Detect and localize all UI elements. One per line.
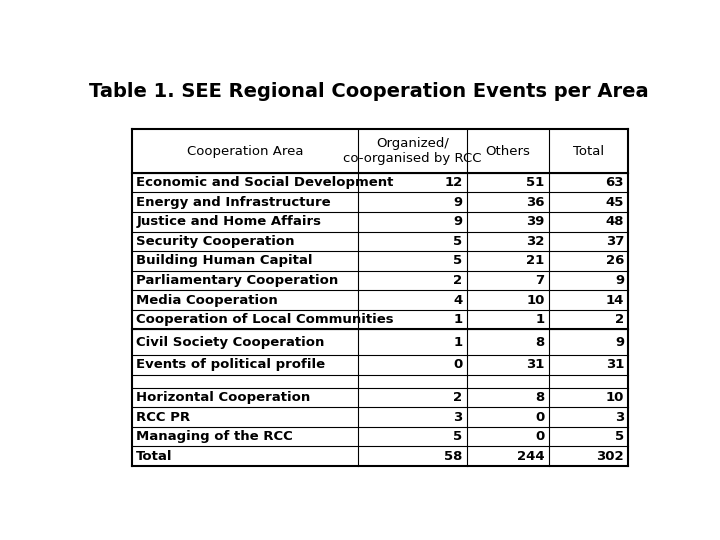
Text: Total: Total: [573, 145, 604, 158]
Text: 2: 2: [615, 313, 624, 326]
Text: 31: 31: [526, 359, 544, 372]
Text: 12: 12: [444, 176, 463, 189]
Text: Energy and Infrastructure: Energy and Infrastructure: [136, 196, 331, 209]
Text: 9: 9: [454, 196, 463, 209]
Text: Economic and Social Development: Economic and Social Development: [136, 176, 394, 189]
Text: Others: Others: [485, 145, 531, 158]
Text: 32: 32: [526, 235, 544, 248]
Text: 1: 1: [454, 336, 463, 349]
Text: Media Cooperation: Media Cooperation: [136, 294, 278, 307]
Text: Security Cooperation: Security Cooperation: [136, 235, 294, 248]
Text: 4: 4: [454, 294, 463, 307]
Text: Table 1. SEE Regional Cooperation Events per Area: Table 1. SEE Regional Cooperation Events…: [89, 82, 649, 102]
Text: 5: 5: [615, 430, 624, 443]
Text: 7: 7: [536, 274, 544, 287]
Text: Events of political profile: Events of political profile: [136, 359, 325, 372]
Text: 8: 8: [535, 336, 544, 349]
Text: 244: 244: [517, 450, 544, 463]
Text: 58: 58: [444, 450, 463, 463]
Text: 3: 3: [454, 410, 463, 423]
Text: 2: 2: [454, 274, 463, 287]
Text: Horizontal Cooperation: Horizontal Cooperation: [136, 391, 310, 404]
Text: 45: 45: [606, 196, 624, 209]
Text: 21: 21: [526, 254, 544, 267]
Text: 5: 5: [454, 235, 463, 248]
Text: 5: 5: [454, 430, 463, 443]
Text: 63: 63: [606, 176, 624, 189]
Text: 2: 2: [454, 391, 463, 404]
Text: 51: 51: [526, 176, 544, 189]
Text: Cooperation Area: Cooperation Area: [186, 145, 303, 158]
Text: 1: 1: [536, 313, 544, 326]
Text: 0: 0: [454, 359, 463, 372]
Text: 31: 31: [606, 359, 624, 372]
Text: 48: 48: [606, 215, 624, 228]
Text: Managing of the RCC: Managing of the RCC: [136, 430, 293, 443]
Text: 39: 39: [526, 215, 544, 228]
Text: 9: 9: [615, 274, 624, 287]
Text: RCC PR: RCC PR: [136, 410, 190, 423]
Text: 3: 3: [615, 410, 624, 423]
Text: 36: 36: [526, 196, 544, 209]
Text: Justice and Home Affairs: Justice and Home Affairs: [136, 215, 321, 228]
Text: 10: 10: [606, 391, 624, 404]
Text: Civil Society Cooperation: Civil Society Cooperation: [136, 336, 325, 349]
Text: Cooperation of Local Communities: Cooperation of Local Communities: [136, 313, 394, 326]
Text: 8: 8: [535, 391, 544, 404]
Text: 302: 302: [596, 450, 624, 463]
Text: Organized/
co-organised by RCC: Organized/ co-organised by RCC: [343, 137, 482, 165]
Text: Building Human Capital: Building Human Capital: [136, 254, 312, 267]
Text: 10: 10: [526, 294, 544, 307]
Text: 26: 26: [606, 254, 624, 267]
Text: 5: 5: [454, 254, 463, 267]
Text: Total: Total: [136, 450, 173, 463]
Text: 14: 14: [606, 294, 624, 307]
Text: 9: 9: [615, 336, 624, 349]
Text: 0: 0: [535, 430, 544, 443]
Text: 0: 0: [535, 410, 544, 423]
Text: 1: 1: [454, 313, 463, 326]
Text: 9: 9: [454, 215, 463, 228]
Text: Parliamentary Cooperation: Parliamentary Cooperation: [136, 274, 338, 287]
Text: 37: 37: [606, 235, 624, 248]
